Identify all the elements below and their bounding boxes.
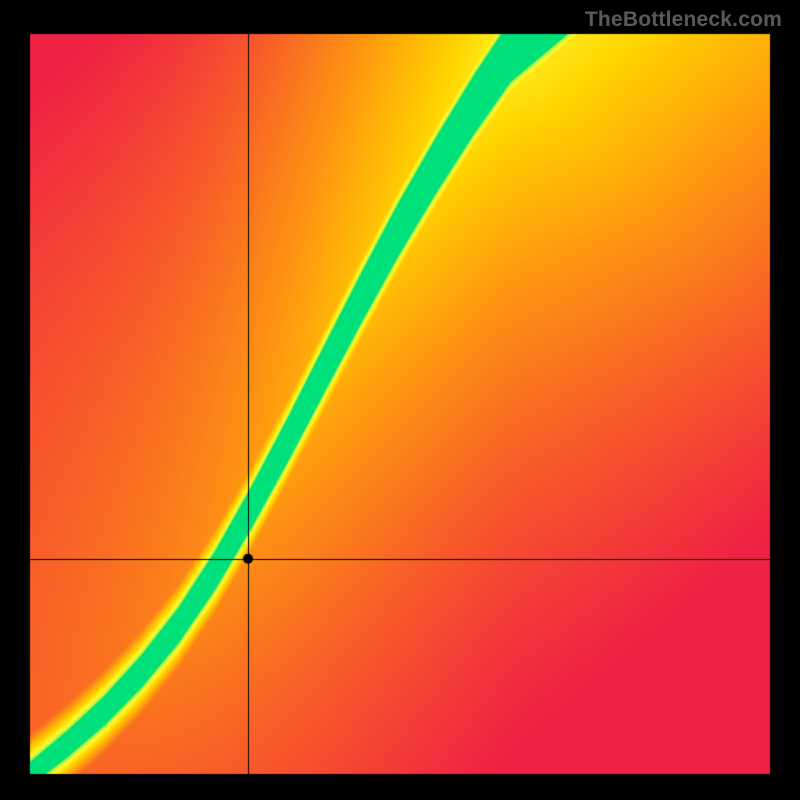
bottleneck-heatmap xyxy=(0,0,800,800)
watermark-text: TheBottleneck.com xyxy=(585,8,782,32)
figure-container: TheBottleneck.com xyxy=(0,0,800,800)
